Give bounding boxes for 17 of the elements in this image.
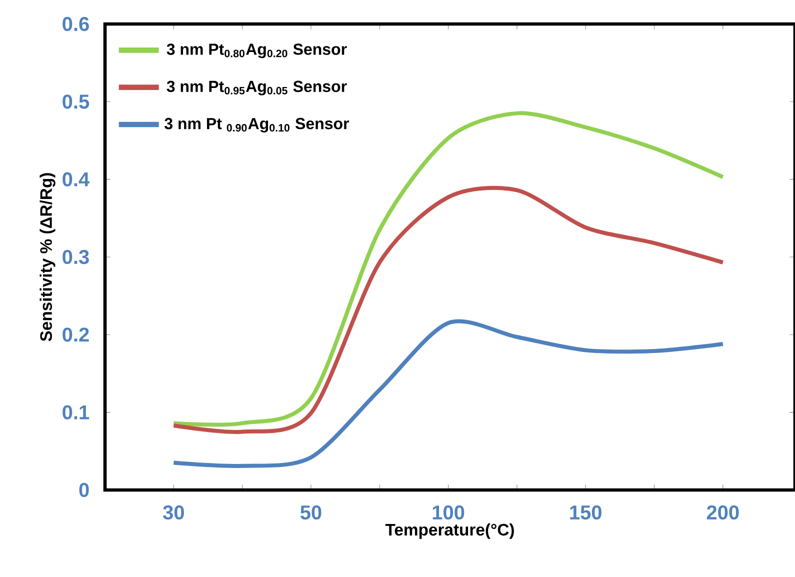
- y-tick-label: 0: [79, 482, 89, 498]
- legend-label: 3 nm Pt $_{0.90}$Ag$_{0.10}$ Sensor: [164, 118, 350, 132]
- x-tick-label: 150: [570, 505, 602, 520]
- y-tick-label: 0.4: [62, 172, 90, 186]
- x-tick-label: 100: [432, 505, 464, 520]
- x-tick-label: 200: [706, 505, 739, 520]
- y-tick-label: 0.3: [62, 250, 89, 264]
- x-tick-label: 30: [163, 505, 184, 520]
- y-tick-label: 0.1: [62, 405, 90, 420]
- y-axis-title: Sensitivity % (ΔR/Rg): [40, 173, 56, 342]
- legend-label: 3 nm Pt$_{0.95}$Ag$_{0.05}$ Sensor: [166, 80, 347, 96]
- y-tick-label: 0.5: [62, 94, 90, 109]
- x-axis-title: Temperature(°C): [385, 523, 514, 539]
- legend-label: 3 nm Pt$_{0.80}$Ag$_{0.20}$ Sensor: [166, 44, 347, 58]
- x-tick-label: 50: [300, 505, 322, 520]
- y-tick-label: 0.6: [62, 16, 89, 32]
- y-tick-label: 0.2: [62, 328, 89, 342]
